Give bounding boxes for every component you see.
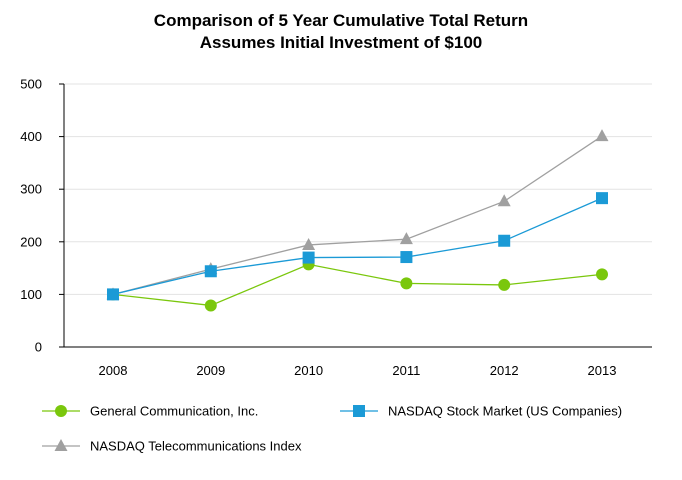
data-point-circle <box>498 278 511 291</box>
y-tick-label: 100 <box>20 287 42 302</box>
chart-title-line1: Comparison of 5 Year Cumulative Total Re… <box>153 11 529 30</box>
series-line-triangle <box>112 135 603 296</box>
data-point-square <box>400 251 413 264</box>
series-line-circle <box>112 263 603 307</box>
data-point-square <box>498 234 511 247</box>
series-line-square <box>112 197 603 296</box>
data-point-triangle <box>399 232 413 245</box>
y-tick-label: 0 <box>35 340 42 355</box>
x-tick-label: 2010 <box>294 363 323 378</box>
x-tick-label: 2013 <box>588 363 617 378</box>
data-point-circle <box>204 299 217 312</box>
data-point-triangle <box>497 194 511 207</box>
y-tick-label: 400 <box>20 129 42 144</box>
data-point-triangle <box>302 237 316 250</box>
y-tick-label: 500 <box>20 77 42 92</box>
x-tick-label: 2008 <box>99 363 128 378</box>
data-point-square <box>302 251 315 264</box>
axes <box>59 83 652 348</box>
data-point-circle <box>596 268 608 281</box>
data-point-triangle <box>595 129 609 142</box>
tick-labels: 0 100 200 300 400 500 2008 2009 2010 2011 2012 2013 <box>20 77 616 379</box>
chart-title: Comparison of 5 Year Cumulative Total Re… <box>0 10 682 54</box>
y-tick-label: 300 <box>20 182 42 197</box>
data-point-square <box>107 288 119 301</box>
data-point-square <box>596 192 608 205</box>
series-markers <box>106 129 609 312</box>
x-tick-label: 2009 <box>196 363 225 378</box>
x-tick-label: 2012 <box>490 363 519 378</box>
y-tick-label: 200 <box>20 234 42 249</box>
series-lines <box>112 135 603 307</box>
grid-lines <box>64 83 652 295</box>
chart-subtitle: Assumes Initial Investment of $100 <box>199 33 483 52</box>
data-point-square <box>204 265 217 278</box>
data-point-circle <box>400 277 413 290</box>
x-tick-label: 2011 <box>392 363 420 378</box>
